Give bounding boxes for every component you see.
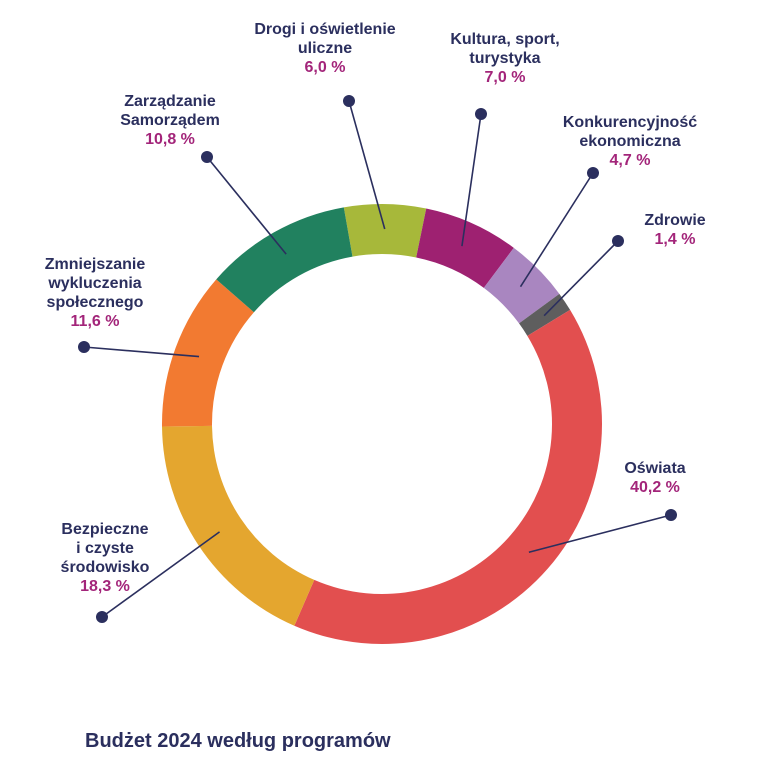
label-zdrowie-name-1: Zdrowie bbox=[644, 212, 706, 229]
label-konkurencyjnosc-name-2: ekonomiczna bbox=[579, 133, 681, 150]
label-oswiata-value: 40,2 % bbox=[630, 479, 680, 496]
label-drogi-value: 6,0 % bbox=[304, 59, 346, 76]
label-oswiata-name-1: Oświata bbox=[624, 460, 686, 477]
label-zmniejszanie-name-3: społecznego bbox=[46, 294, 144, 311]
label-drogi-name-2: uliczne bbox=[297, 40, 353, 57]
leader-line-zdrowie bbox=[543, 240, 619, 317]
slice-zarzadzanie bbox=[216, 207, 353, 313]
label-zarzadzanie-name-2: Samorządem bbox=[120, 112, 220, 129]
label-drogi-name-1: Drogi i oświetlenie bbox=[254, 21, 396, 38]
leader-dot-bezpieczne bbox=[96, 611, 108, 623]
leader-line-konkurencyjnosc bbox=[519, 172, 594, 288]
label-bezpieczne: Bezpieczne i czyste środowisko 18,3 % bbox=[30, 520, 180, 596]
chart-title: Budżet 2024 według programów bbox=[85, 730, 391, 752]
slice-oswiata bbox=[294, 309, 602, 644]
label-zarzadzanie-value: 10,8 % bbox=[145, 131, 195, 148]
label-bezpieczne-value: 18,3 % bbox=[80, 578, 130, 595]
leader-line-zarzadzanie bbox=[206, 156, 287, 255]
label-zarzadzanie-name-1: Zarządzanie bbox=[124, 93, 216, 110]
leader-dot-oswiata bbox=[665, 509, 677, 521]
label-konkurencyjnosc-name-1: Konkurencyjność bbox=[562, 114, 698, 131]
leader-dot-drogi bbox=[343, 95, 355, 107]
label-kultura-name-1: Kultura, sport, bbox=[450, 31, 560, 48]
leader-line-drogi bbox=[348, 100, 386, 230]
label-zmniejszanie-name-1: Zmniejszanie bbox=[44, 256, 146, 273]
label-zdrowie-value: 1,4 % bbox=[654, 231, 696, 248]
label-bezpieczne-name-2: i czyste bbox=[76, 540, 134, 557]
label-zdrowie: Zdrowie 1,4 % bbox=[620, 211, 730, 249]
label-bezpieczne-name-1: Bezpieczne bbox=[61, 521, 149, 538]
label-oswiata: Oświata 40,2 % bbox=[600, 459, 710, 497]
slice-kultura bbox=[416, 208, 514, 288]
label-zmniejszanie-name-2: wykluczenia bbox=[48, 275, 142, 292]
leader-dot-zmniejszanie bbox=[78, 341, 90, 353]
donut-slices bbox=[162, 204, 602, 644]
leader-lines bbox=[78, 95, 677, 623]
slice-drogi bbox=[343, 204, 427, 258]
leader-dot-zarzadzanie bbox=[201, 151, 213, 163]
label-zmniejszanie: Zmniejszanie wykluczenia społecznego 11,… bbox=[10, 255, 180, 331]
leader-line-oswiata bbox=[528, 514, 672, 554]
label-kultura-value: 7,0 % bbox=[484, 69, 526, 86]
slice-zmniejszanie bbox=[162, 279, 254, 427]
leader-line-zmniejszanie bbox=[83, 346, 200, 358]
label-kultura: Kultura, sport, turystyka 7,0 % bbox=[415, 30, 595, 87]
label-zarzadzanie: Zarządzanie Samorządem 10,8 % bbox=[85, 92, 255, 149]
leader-line-bezpieczne bbox=[101, 531, 221, 618]
label-bezpieczne-name-3: środowisko bbox=[60, 559, 150, 576]
slice-bezpieczne bbox=[162, 425, 315, 626]
label-konkurencyjnosc-value: 4,7 % bbox=[609, 152, 651, 169]
leader-line-kultura bbox=[461, 113, 482, 247]
label-zmniejszanie-value: 11,6 % bbox=[70, 313, 120, 330]
label-kultura-name-2: turystyka bbox=[469, 50, 541, 67]
leader-dot-zdrowie bbox=[612, 235, 624, 247]
leader-dot-kultura bbox=[475, 108, 487, 120]
leader-dot-konkurencyjnosc bbox=[587, 167, 599, 179]
label-konkurencyjnosc: Konkurencyjność ekonomiczna 4,7 % bbox=[530, 113, 730, 170]
label-drogi: Drogi i oświetlenie uliczne 6,0 % bbox=[225, 20, 425, 77]
